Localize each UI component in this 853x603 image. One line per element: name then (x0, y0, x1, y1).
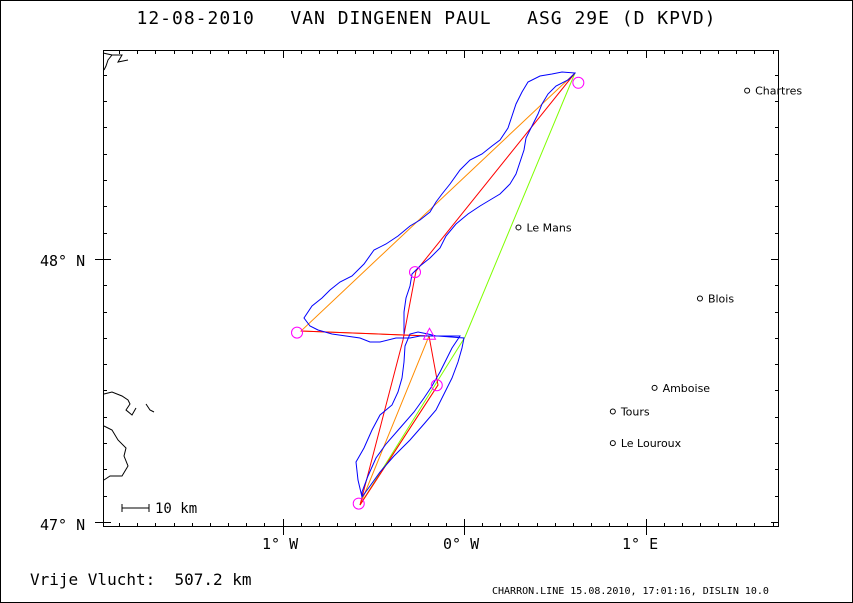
city-label: Le Louroux (621, 437, 682, 450)
lon-label-1w: 1° W (262, 535, 299, 553)
turnpoint-circle (408, 266, 421, 279)
city-markers: Chartres Le Mans Blois Amboise Tours Le Louro… (515, 85, 802, 450)
city-dot (609, 408, 616, 415)
city-label: Chartres (755, 85, 802, 98)
lat-label-48: 48° N (40, 252, 85, 270)
flight-track (303, 71, 577, 499)
city-label: Tours (620, 406, 650, 419)
closing-line (359, 72, 576, 506)
axis-ticks (95, 50, 779, 535)
scale-label: 10 km (155, 501, 197, 517)
map-frame (103, 50, 779, 527)
city-dot (609, 440, 616, 447)
city-label: Blois (708, 292, 734, 305)
lon-label-0w: 0° W (443, 535, 480, 553)
city-label: Le Mans (526, 221, 571, 234)
turnpoint-circle (430, 379, 443, 392)
lon-label-1e: 1° E (622, 535, 658, 553)
task-line (300, 72, 576, 506)
city-dot (651, 384, 658, 391)
triangle-line (299, 72, 576, 506)
credit-text: CHARRON.LINE 15.08.2010, 17:01:16, DISLI… (492, 586, 769, 597)
start-marker (422, 327, 437, 340)
page-title: 12-08-2010 VAN DINGENEN PAUL ASG 29E (D … (136, 8, 717, 29)
turnpoint-circle (352, 497, 365, 510)
city-dot (515, 224, 522, 231)
turnpoint-circle (291, 326, 304, 339)
distance-text: Vrije Vlucht: 507.2 km (30, 570, 252, 589)
coastline (102, 52, 155, 481)
turnpoint-circle (572, 76, 585, 89)
start-triangle (422, 327, 437, 340)
turnpoint-markers (291, 76, 585, 510)
city-dot (744, 87, 751, 94)
city-dot (696, 295, 703, 302)
city-label: Amboise (663, 382, 711, 395)
lat-label-47: 47° N (40, 516, 85, 534)
scale-bar (121, 504, 150, 512)
